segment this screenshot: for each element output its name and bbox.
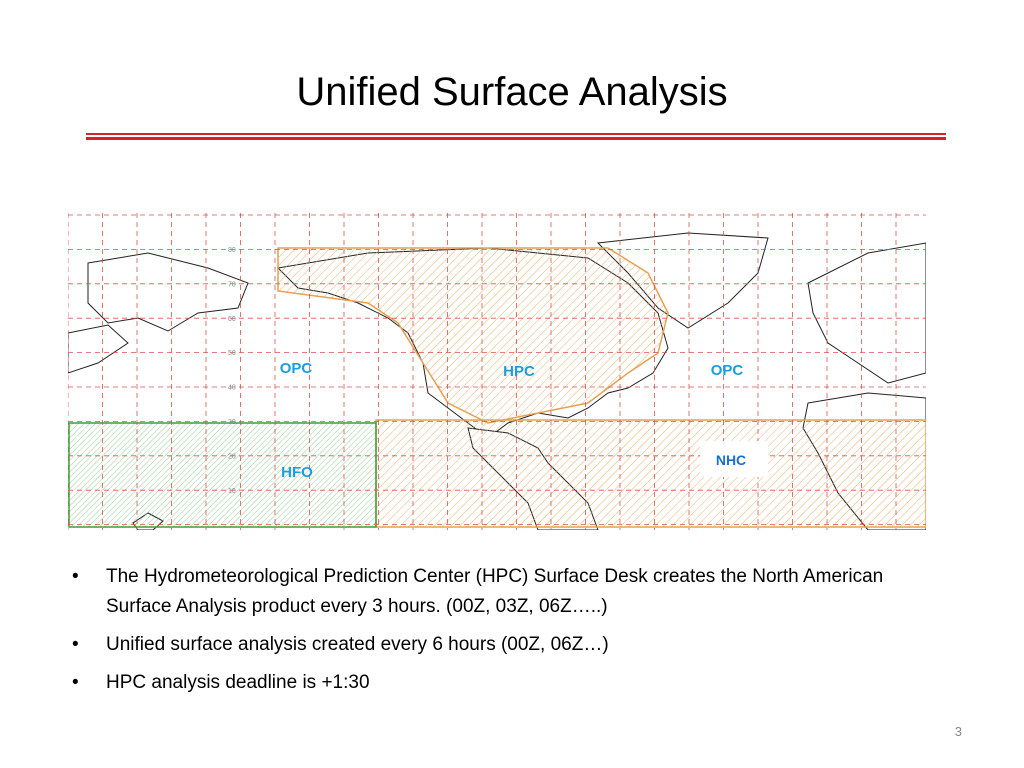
region-label: OPC bbox=[280, 360, 313, 377]
title-rule bbox=[86, 133, 946, 135]
page-number: 3 bbox=[954, 724, 962, 739]
latitude-label: 20 bbox=[228, 453, 236, 460]
title-rule bbox=[86, 137, 946, 140]
bullet-item: The Hydrometeorological Prediction Cente… bbox=[72, 562, 942, 622]
latitude-label: 70 bbox=[228, 281, 236, 288]
map: 80 70 60 50 40 30 20 10 OPC HPC OPC NHC HFO bbox=[68, 213, 926, 530]
hfo-region bbox=[68, 422, 377, 528]
region-label: HPC bbox=[503, 363, 535, 380]
latitude-label: 30 bbox=[228, 419, 236, 426]
bullet-item: Unified surface analysis created every 6… bbox=[72, 630, 942, 660]
region-label: HFO bbox=[281, 464, 313, 481]
latitude-label: 80 bbox=[228, 247, 236, 254]
latitude-label: 10 bbox=[228, 488, 236, 495]
bullet-list: The Hydrometeorological Prediction Cente… bbox=[72, 562, 942, 706]
bullet-item: HPC analysis deadline is +1:30 bbox=[72, 668, 942, 698]
region-label: NHC bbox=[716, 452, 746, 468]
nhc-region bbox=[375, 419, 926, 528]
grid bbox=[68, 213, 926, 530]
region-label: OPC bbox=[711, 362, 744, 379]
slide-title: Unified Surface Analysis bbox=[296, 70, 728, 114]
latitude-label: 60 bbox=[228, 316, 236, 323]
nhc-label-box bbox=[700, 441, 768, 477]
latitude-label: 40 bbox=[228, 385, 236, 392]
latitude-label: 50 bbox=[228, 350, 236, 357]
